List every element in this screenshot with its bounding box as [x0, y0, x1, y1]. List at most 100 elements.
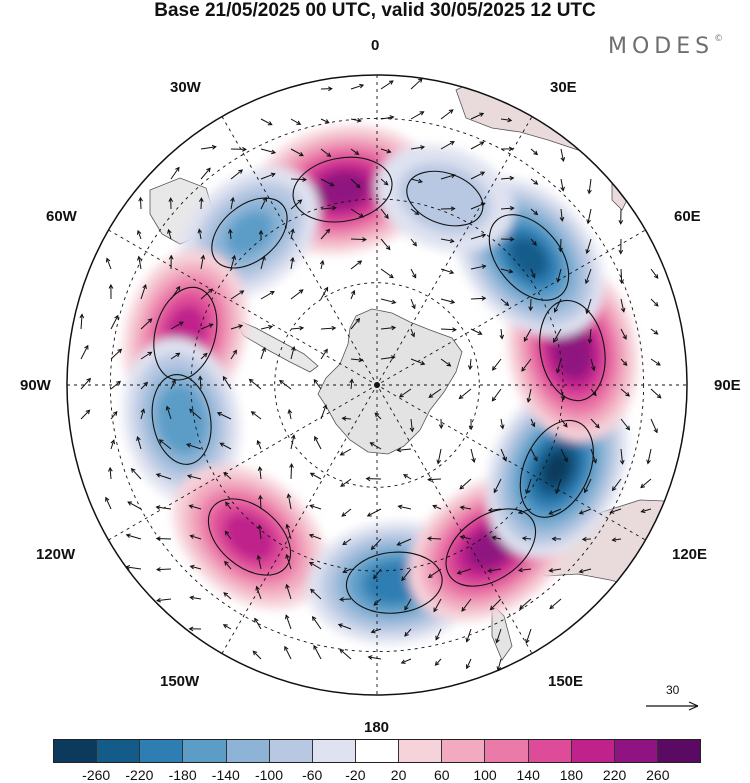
wind-vector — [200, 254, 206, 270]
wind-vector — [461, 598, 472, 612]
wind-vector — [79, 313, 85, 330]
wind-vector — [136, 435, 142, 450]
wind-vector — [341, 508, 352, 517]
wind-vector — [290, 148, 304, 157]
wind-vector — [493, 478, 502, 494]
wind-vector — [188, 408, 202, 420]
wind-vector — [470, 233, 487, 240]
wind-vector — [320, 86, 333, 92]
wind-vector — [620, 388, 631, 397]
wind-vector — [581, 536, 592, 542]
anomaly-band — [224, 513, 275, 561]
wind-vector — [310, 588, 322, 600]
wind-vector — [578, 568, 592, 574]
wind-vector — [618, 208, 624, 225]
wind-vector — [611, 478, 622, 492]
wind-vector — [410, 328, 416, 338]
map-title: Base 21/05/2025 00 UTC, valid 30/05/2025… — [154, 0, 596, 21]
wind-vector — [585, 298, 592, 315]
wind-vector — [548, 568, 562, 573]
wind-vector — [350, 148, 360, 156]
wind-vector — [410, 178, 423, 184]
lon-label-150e: 150E — [548, 673, 584, 690]
wind-vector — [230, 169, 244, 180]
wind-vector — [311, 615, 322, 630]
wind-vector — [155, 473, 172, 480]
colorbar-cell — [571, 740, 615, 762]
wind-vector — [410, 145, 426, 150]
wind-vector — [350, 289, 356, 300]
colorbar — [53, 739, 701, 763]
wind-vector — [470, 141, 485, 150]
antarctica-land — [317, 308, 463, 455]
wind-vector — [468, 418, 474, 431]
wind-vector — [467, 358, 473, 371]
wind-vector — [650, 388, 662, 399]
wind-vector — [400, 658, 412, 664]
wind-vector — [170, 378, 176, 390]
streamline-contour — [211, 197, 288, 269]
colorbar-cell — [54, 740, 98, 762]
wind-vector — [440, 298, 456, 304]
wind-vector — [560, 388, 566, 401]
wind-vector — [287, 408, 293, 420]
wind-vector — [427, 477, 442, 482]
colorbar-tick-label: 220 — [602, 767, 627, 783]
wind-vector — [500, 298, 510, 307]
wind-vector — [428, 388, 442, 398]
wind-vector — [560, 148, 566, 162]
brand-name: MODES — [608, 34, 715, 59]
wind-vector — [491, 535, 502, 541]
wind-vector — [470, 328, 483, 335]
wind-vector — [585, 238, 592, 255]
wind-vector — [290, 345, 296, 360]
wind-vector — [258, 229, 264, 240]
wind-vector — [167, 228, 172, 240]
wind-vector — [224, 560, 232, 570]
anomaly-layer — [123, 125, 638, 644]
wind-vector — [341, 416, 352, 421]
wind-vector — [230, 196, 235, 210]
wind-vector — [587, 178, 592, 195]
wind-vector — [285, 523, 292, 540]
wind-vector — [290, 434, 296, 450]
colorbar-tick-label: 140 — [516, 767, 540, 783]
wind-vector — [470, 202, 486, 210]
wind-vector — [186, 474, 202, 480]
wind-vector — [640, 508, 652, 514]
wind-vector — [556, 268, 562, 283]
anomaly-band — [226, 211, 273, 256]
wind-vector — [620, 418, 631, 431]
streamline-contour — [345, 551, 443, 614]
latitude-circle — [274, 282, 480, 488]
wind-vector — [80, 344, 89, 360]
wind-vector — [130, 467, 142, 480]
wind-vector — [380, 178, 389, 186]
wind-vector — [410, 111, 425, 120]
wind-vector — [530, 448, 538, 462]
wind-vector — [553, 328, 562, 343]
colorbar-cell — [657, 740, 701, 762]
wind-vector — [350, 260, 363, 270]
colorbar-tick-label: -140 — [211, 767, 240, 783]
wind-vector — [286, 493, 292, 510]
wind-vector — [248, 378, 262, 390]
wind-vector — [290, 256, 295, 270]
wind-vector — [260, 196, 268, 210]
wind-vector — [459, 535, 472, 540]
anomaly-band — [398, 163, 492, 235]
wind-vector — [530, 418, 536, 428]
wind-vector — [256, 554, 262, 570]
colorbar-cell — [442, 740, 486, 762]
wind-vector — [223, 472, 232, 480]
wind-vector — [230, 349, 237, 360]
wind-vector — [410, 268, 417, 279]
wind-vector — [260, 255, 266, 270]
colorbar-tick-label: 60 — [434, 767, 450, 783]
wind-vector — [459, 478, 472, 490]
wind-vector — [403, 474, 412, 480]
colorbar-tick-label: -60 — [302, 767, 323, 783]
wind-vector — [290, 118, 302, 125]
wind-vector — [342, 568, 352, 574]
wind-vector — [350, 178, 361, 189]
